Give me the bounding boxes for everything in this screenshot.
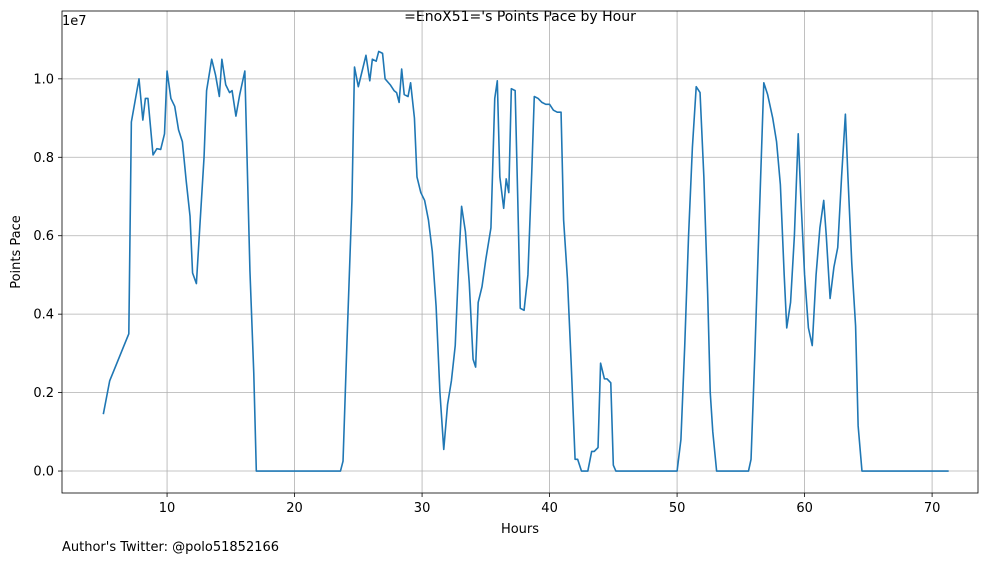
y-tick-label: 0.2	[33, 386, 54, 401]
x-axis-label: Hours	[501, 522, 539, 537]
y-axis-label: Points Pace	[9, 215, 24, 289]
y-offset-label: 1e7	[62, 14, 87, 29]
x-tick-label: 60	[796, 501, 813, 516]
caption: Author's Twitter: @polo51852166	[62, 540, 279, 555]
y-tick-label: 1.0	[33, 72, 54, 87]
x-tick-label: 10	[159, 501, 176, 516]
x-tick-label: 20	[286, 501, 303, 516]
y-tick-label: 0.0	[33, 465, 54, 480]
x-tick-label: 70	[924, 501, 941, 516]
chart-title: =EnoX51='s Points Pace by Hour	[404, 9, 636, 25]
x-tick-label: 50	[669, 501, 686, 516]
plot-frame	[61, 10, 979, 494]
data-line	[102, 50, 949, 472]
y-tick-label: 0.6	[33, 229, 54, 244]
y-tick-label: 0.4	[33, 308, 54, 323]
x-tick-label: 30	[414, 501, 431, 516]
y-tick-label: 0.8	[33, 151, 54, 166]
x-tick-label: 40	[541, 501, 558, 516]
